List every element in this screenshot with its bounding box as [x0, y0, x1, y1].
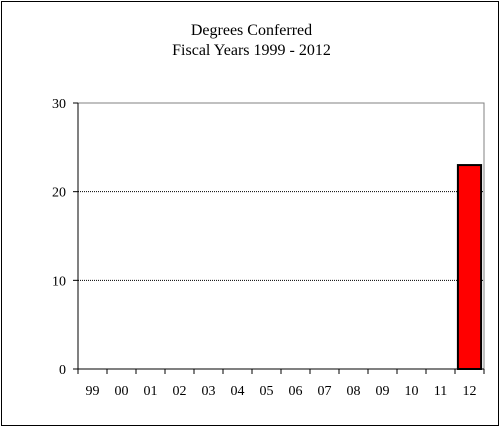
x-tick-label: 08 [347, 384, 361, 399]
x-tick-label: 07 [318, 384, 332, 399]
y-tick-label: 20 [52, 186, 66, 201]
y-tick-label: 0 [59, 363, 66, 378]
chart-title: Degrees Conferred [190, 22, 313, 39]
y-tick-label: 30 [52, 97, 66, 112]
x-tick-label: 11 [434, 384, 447, 399]
chart-subtitle: Fiscal Years 1999 - 2012 [172, 42, 331, 59]
bar-12 [456, 164, 483, 370]
x-tick-label: 99 [86, 384, 100, 399]
plot-area [77, 102, 485, 370]
x-tick-label: 04 [231, 384, 245, 399]
x-tick-label: 06 [289, 384, 303, 399]
x-tick-label: 01 [144, 384, 158, 399]
x-tick-label: 02 [173, 384, 187, 399]
x-tick-label: 00 [115, 384, 129, 399]
x-tick-label: 10 [405, 384, 419, 399]
chart-title-block: Degrees Conferred Fiscal Years 1999 - 20… [0, 21, 503, 61]
x-tick-label: 09 [376, 384, 390, 399]
x-tick-label: 03 [202, 384, 216, 399]
x-tick-label: 12 [463, 384, 477, 399]
y-tick-label: 10 [52, 274, 66, 289]
x-tick-label: 05 [260, 384, 274, 399]
